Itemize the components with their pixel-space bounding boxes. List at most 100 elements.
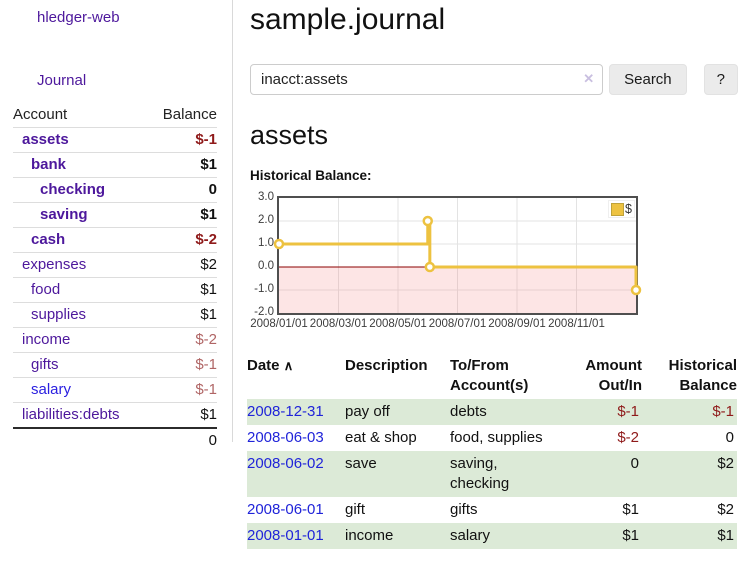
transaction-description: save bbox=[345, 451, 450, 497]
chart-legend: $ bbox=[608, 200, 635, 218]
transaction-date-link[interactable]: 2008-06-02 bbox=[247, 455, 324, 472]
transaction-accounts: salary bbox=[450, 523, 560, 549]
account-link[interactable]: gifts bbox=[31, 356, 59, 373]
x-axis-label: 2008/03/01 bbox=[309, 318, 368, 330]
transaction-date-link[interactable]: 2008-12-31 bbox=[247, 403, 324, 420]
transaction-balance: $2 bbox=[717, 501, 734, 518]
y-axis-label: 0.0 bbox=[258, 260, 274, 272]
y-axis-label: -2.0 bbox=[254, 306, 274, 318]
account-row: supplies $1 bbox=[13, 302, 217, 328]
account-row: saving $1 bbox=[13, 202, 217, 228]
register-header-accounts: To/From Account(s) bbox=[450, 357, 529, 394]
transaction-row: 2008-06-02 save saving, checking 0 $2 bbox=[247, 451, 737, 497]
sidebar: hledger-web Journal Account Balance asse… bbox=[0, 0, 233, 453]
transaction-amount: $-1 bbox=[560, 399, 642, 425]
account-link[interactable]: checking bbox=[40, 181, 106, 198]
sidebar-item-journal[interactable]: Journal bbox=[37, 72, 87, 89]
transaction-accounts: gifts bbox=[450, 501, 478, 518]
account-balance: $-1 bbox=[145, 127, 217, 153]
account-link[interactable]: assets bbox=[22, 131, 69, 148]
transaction-row: 2008-06-03 eat & shop food, supplies $-2… bbox=[247, 425, 737, 451]
transaction-row: 2008-01-01 income salary $1 $1 bbox=[247, 523, 737, 549]
account-link[interactable]: income bbox=[22, 331, 71, 348]
chart-plot-area: $ bbox=[273, 196, 642, 315]
legend-label: $ bbox=[625, 202, 632, 216]
transaction-balance: $2 bbox=[642, 451, 737, 497]
chart-title: Historical Balance: bbox=[250, 168, 372, 183]
transaction-balance: $1 bbox=[642, 523, 737, 549]
transaction-balance: $-1 bbox=[642, 399, 737, 425]
account-row: salary $-1 bbox=[13, 377, 217, 403]
y-axis-label: 2.0 bbox=[258, 214, 274, 226]
transaction-date-link[interactable]: 2008-06-01 bbox=[247, 501, 324, 518]
account-row: checking 0 bbox=[13, 177, 217, 203]
register-header-balance: Historical Balance bbox=[668, 357, 737, 394]
x-axis-label: 2008/01/01 bbox=[250, 318, 308, 330]
account-row: cash $-2 bbox=[13, 227, 217, 253]
account-balance: $1 bbox=[145, 152, 217, 178]
app-title-link[interactable]: hledger-web bbox=[37, 9, 120, 26]
accounts-table: Account Balance assets $-1 bank $1 check… bbox=[13, 103, 217, 453]
search-button[interactable]: Search bbox=[609, 64, 687, 95]
accounts-header-balance: Balance bbox=[162, 106, 217, 123]
account-balance: $1 bbox=[145, 302, 217, 328]
main-content: sample.journal ✕ Search ? assets Histori… bbox=[247, 0, 738, 549]
y-axis-label: 3.0 bbox=[258, 191, 274, 203]
balance-chart: $ 3.0 2.0 1.0 0.0 -1.0 -2.0 2008/01/01 2008/03/… bbox=[250, 191, 738, 332]
transaction-amount: $1 bbox=[622, 501, 639, 518]
account-balance: $2 bbox=[145, 252, 217, 278]
transaction-row: 2008-06-01 gift gifts $1 $2 bbox=[247, 497, 737, 523]
account-balance: $1 bbox=[145, 277, 217, 303]
transaction-amount: $-2 bbox=[617, 429, 639, 446]
sort-ascending-icon: ∧ bbox=[283, 358, 294, 373]
search-input[interactable] bbox=[250, 64, 604, 95]
transaction-accounts: saving, checking bbox=[450, 451, 560, 497]
clear-search-icon[interactable]: ✕ bbox=[583, 71, 595, 86]
account-link[interactable]: expenses bbox=[22, 256, 87, 273]
account-row: liabilities:debts $1 bbox=[13, 402, 217, 428]
transaction-description: pay off bbox=[345, 399, 450, 425]
account-row: income $-2 bbox=[13, 327, 217, 353]
account-balance: $-1 bbox=[145, 352, 217, 378]
y-axis-label: 1.0 bbox=[258, 237, 274, 249]
account-heading: assets bbox=[250, 120, 329, 150]
transaction-description: income bbox=[345, 523, 450, 549]
account-row: assets $-1 bbox=[13, 127, 217, 153]
account-link[interactable]: cash bbox=[31, 231, 66, 248]
account-link[interactable]: saving bbox=[40, 206, 88, 223]
transaction-date-link[interactable]: 2008-06-03 bbox=[247, 429, 324, 446]
transaction-accounts: food, supplies bbox=[450, 429, 543, 446]
account-link[interactable]: supplies bbox=[31, 306, 87, 323]
search-help-button[interactable]: ? bbox=[703, 64, 738, 95]
y-axis-label: -1.0 bbox=[254, 283, 274, 295]
accounts-header-account: Account bbox=[13, 106, 68, 123]
x-axis-label: 2008/07/01 bbox=[428, 318, 487, 330]
transaction-row: 2008-12-31 pay off debts $-1 $-1 bbox=[247, 399, 737, 425]
account-balance: $1 bbox=[145, 402, 217, 428]
account-balance: $-2 bbox=[145, 327, 217, 353]
account-row: expenses $2 bbox=[13, 252, 217, 278]
page-title: sample.journal bbox=[250, 3, 446, 36]
transaction-description: gift bbox=[345, 501, 366, 518]
transaction-accounts: debts bbox=[450, 399, 560, 425]
transaction-date-link[interactable]: 2008-01-01 bbox=[247, 527, 324, 544]
x-axis-label: 2008/05/01 bbox=[369, 318, 427, 330]
account-link[interactable]: bank bbox=[31, 156, 67, 173]
transaction-description: eat & shop bbox=[345, 429, 417, 446]
legend-swatch-icon bbox=[611, 202, 625, 216]
x-axis-label: 2008/11/01 bbox=[548, 318, 605, 330]
accounts-total-row: 0 bbox=[13, 427, 217, 453]
account-row: gifts $-1 bbox=[13, 352, 217, 378]
account-link[interactable]: salary bbox=[31, 381, 72, 398]
account-row: bank $1 bbox=[13, 152, 217, 178]
x-axis-label: 2008/09/01 bbox=[488, 318, 546, 330]
account-balance: $-1 bbox=[145, 377, 217, 403]
account-balance: $1 bbox=[145, 202, 217, 228]
account-link[interactable]: food bbox=[31, 281, 61, 298]
search-box: ✕ bbox=[250, 64, 604, 95]
search-bar: ✕ Search ? bbox=[250, 64, 738, 95]
account-link[interactable]: liabilities:debts bbox=[22, 406, 120, 423]
accounts-total-value: 0 bbox=[145, 427, 217, 453]
account-balance: 0 bbox=[145, 177, 217, 203]
register-header-date[interactable]: Date ∧ bbox=[247, 353, 345, 399]
